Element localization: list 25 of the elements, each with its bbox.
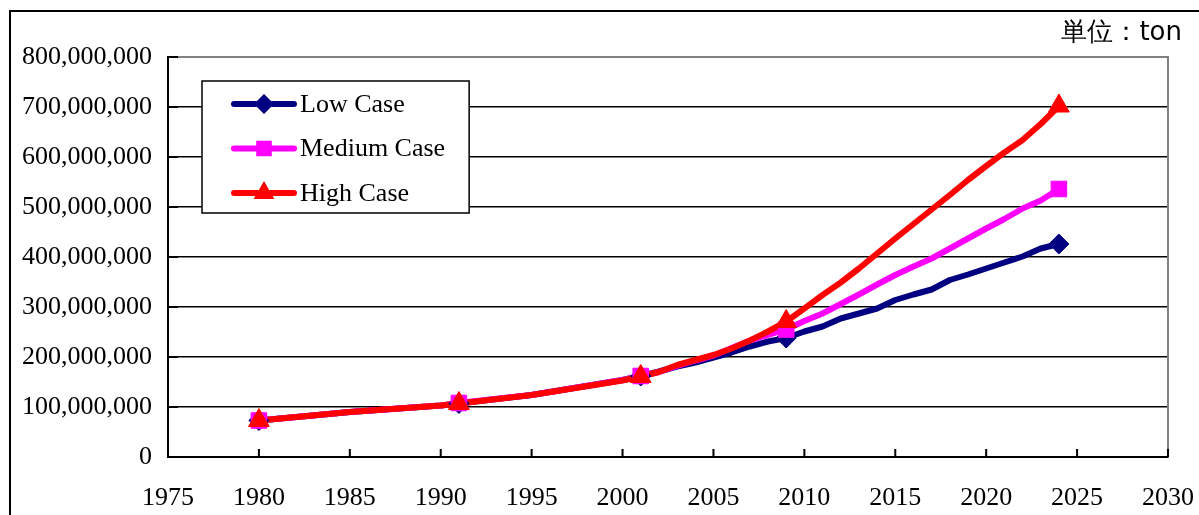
y-tick-label: 0: [139, 440, 152, 470]
y-tick-label: 400,000,000: [22, 240, 152, 270]
x-tick-label: 2000: [596, 482, 649, 512]
x-tick-label: 1990: [414, 482, 467, 512]
legend-label: High Case: [300, 177, 410, 207]
text: 単位：ton: [1061, 15, 1182, 46]
x-tick-label: 1995: [505, 482, 558, 512]
x-tick-label: 1985: [323, 482, 376, 512]
legend-label: Low Case: [300, 88, 405, 118]
y-tick-label: 800,000,000: [22, 40, 152, 70]
y-tick-label: 300,000,000: [22, 290, 152, 320]
x-tick-label: 2015: [869, 482, 922, 512]
y-tick-label: 500,000,000: [22, 190, 152, 220]
x-tick-label: 1980: [232, 482, 285, 512]
y-tick-label: 600,000,000: [22, 140, 152, 170]
legend-label: Medium Case: [300, 133, 446, 163]
y-tick-label: 100,000,000: [22, 390, 152, 420]
x-tick-label: 2005: [687, 482, 740, 512]
y-tick-label: 700,000,000: [22, 90, 152, 120]
y-tick-label: 200,000,000: [22, 340, 152, 370]
x-tick-label: 2030: [1142, 482, 1194, 512]
x-tick-label: 2020: [960, 482, 1013, 512]
x-tick-label: 1975: [142, 482, 194, 512]
x-tick-label: 2010: [778, 482, 831, 512]
x-tick-label: 2025: [1051, 482, 1104, 512]
